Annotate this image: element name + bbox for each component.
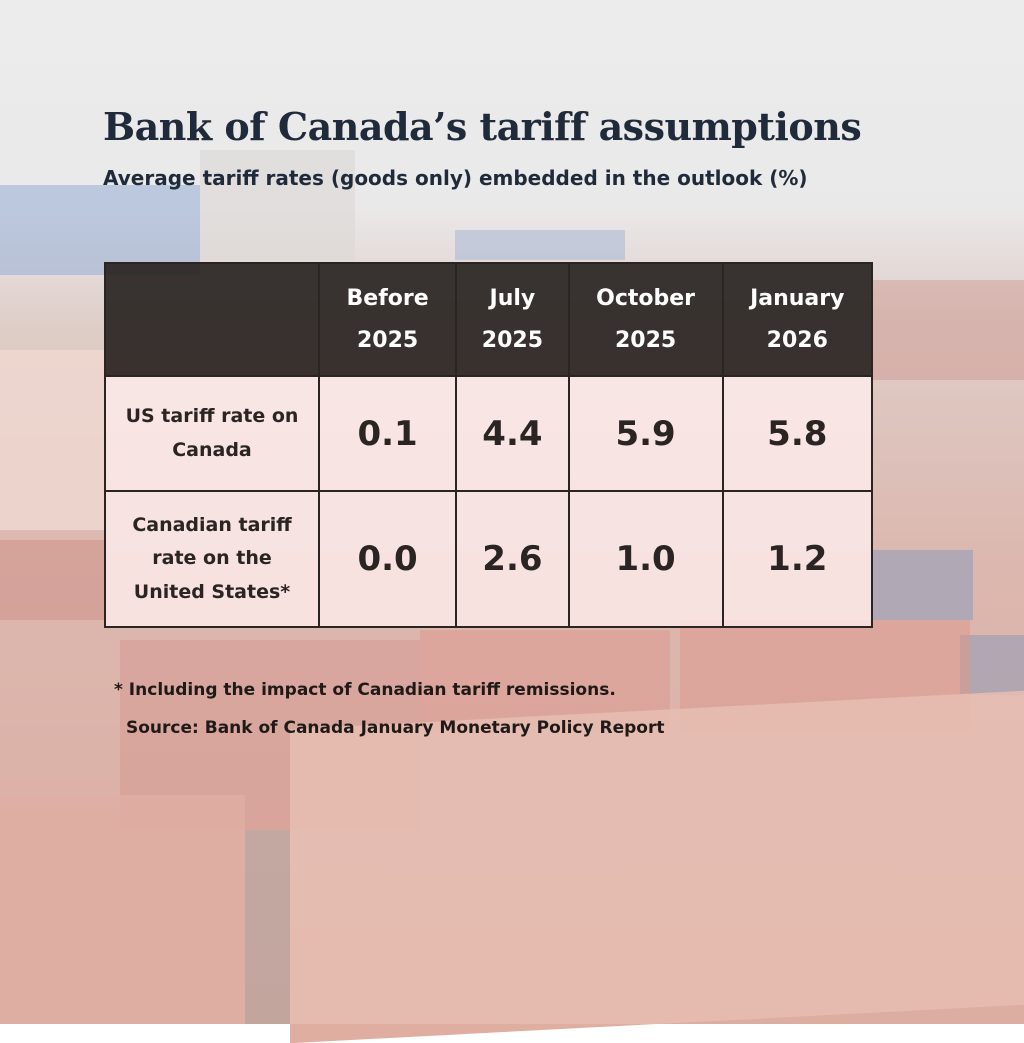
tariff-table: Before 2025 July 2025 October 2025 Janua… (104, 262, 874, 628)
rate-cell: 4.4 (455, 375, 570, 492)
table-row: US tariff rate on Canada 0.1 4.4 5.9 5.8 (104, 375, 874, 492)
rate-cell: 2.6 (455, 490, 570, 628)
rate-cell: 0.1 (317, 375, 458, 492)
table-row: Canadian tariff rate on the United State… (104, 490, 874, 628)
rate-cell: 0.0 (317, 490, 458, 628)
column-header: October 2025 (567, 262, 724, 377)
footnote: * Including the impact of Canadian tarif… (114, 680, 616, 700)
column-header: July 2025 (455, 262, 570, 377)
row-label: US tariff rate on Canada (104, 375, 320, 492)
corner-cell (104, 262, 320, 377)
subtitle: Average tariff rates (goods only) embedd… (103, 166, 808, 190)
row-label: Canadian tariff rate on the United State… (104, 490, 320, 628)
rate-cell: 5.9 (567, 375, 724, 492)
column-header: Before 2025 (317, 262, 458, 377)
rate-cell: 1.2 (721, 490, 874, 628)
title: Bank of Canada’s tariff assumptions (103, 104, 862, 149)
rate-cell: 5.8 (721, 375, 874, 492)
header-row: Before 2025 July 2025 October 2025 Janua… (104, 262, 874, 377)
rate-cell: 1.0 (567, 490, 724, 628)
column-header: January 2026 (721, 262, 874, 377)
source: Source: Bank of Canada January Monetary … (126, 718, 665, 738)
